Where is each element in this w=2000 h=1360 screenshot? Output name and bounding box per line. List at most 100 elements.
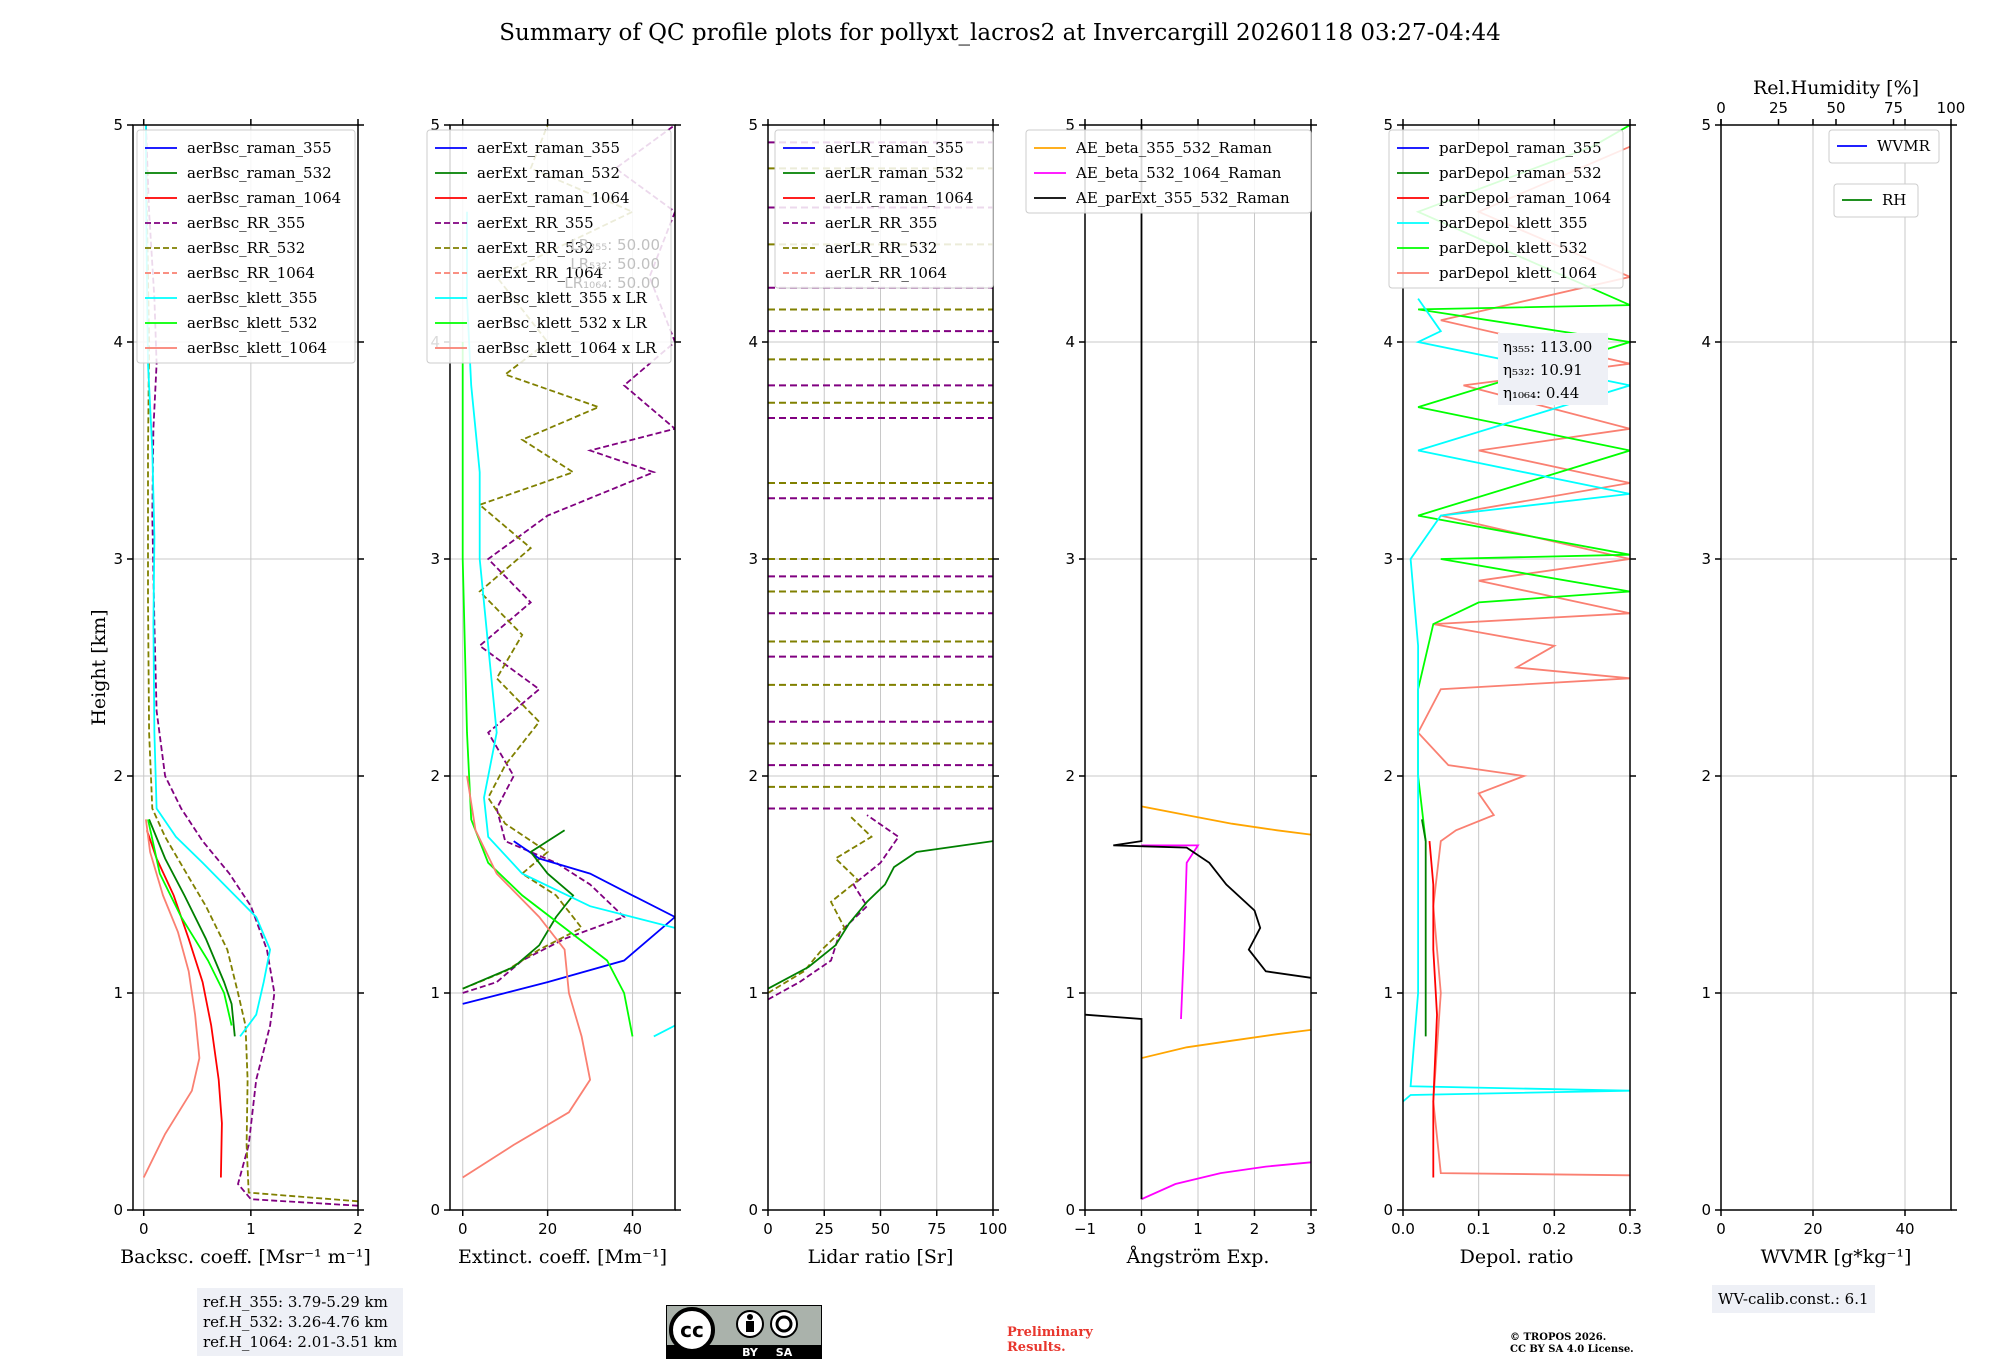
ref-height-532: ref.H_532: 3.26-4.76 km bbox=[203, 1313, 388, 1331]
x-axis-label: Lidar ratio [Sr] bbox=[808, 1246, 954, 1268]
x-tick-label: 2 bbox=[353, 1220, 363, 1238]
legend-label: aerExt_RR_1064 bbox=[477, 264, 603, 282]
y-tick-label: 5 bbox=[1701, 116, 1711, 134]
cc-by-sa-logo: cc BY SA bbox=[666, 1305, 822, 1359]
y-tick-label: 5 bbox=[748, 116, 758, 134]
legend-label: aerLR_RR_1064 bbox=[825, 264, 947, 282]
legend-angstrom: AE_beta_355_532_Raman AE_beta_532_1064_Ra… bbox=[1025, 129, 1312, 214]
ref-height-1064: ref.H_1064: 2.01-3.51 km bbox=[203, 1333, 398, 1351]
ref-height-355: ref.H_355: 3.79-5.29 km bbox=[203, 1293, 388, 1311]
x-tick-label: 0.0 bbox=[1391, 1220, 1415, 1238]
copyright-line-1: © TROPOS 2026. bbox=[1510, 1332, 1607, 1343]
copyright-note: © TROPOS 2026. CC BY SA 4.0 License. bbox=[1510, 1332, 1634, 1356]
y-tick-label: 3 bbox=[430, 550, 440, 568]
y-tick-label: 3 bbox=[1701, 550, 1711, 568]
legend-box bbox=[1388, 129, 1624, 289]
legend-label: parDepol_raman_532 bbox=[1439, 164, 1602, 182]
legend-label: WVMR bbox=[1877, 137, 1931, 155]
eta-value: η₅₃₂: 10.91 bbox=[1503, 361, 1583, 379]
x-tick-label: 0 bbox=[1137, 1220, 1147, 1238]
legend-label: aerExt_raman_532 bbox=[477, 164, 620, 182]
eta-background bbox=[1498, 333, 1608, 405]
legend-label: aerBsc_klett_1064 x LR bbox=[477, 339, 657, 357]
series-aerLR_RR_532 bbox=[768, 814, 873, 994]
x-tick-label: 3 bbox=[1306, 1220, 1316, 1238]
legend-label: parDepol_klett_355 bbox=[1439, 214, 1588, 232]
legend-box bbox=[1828, 129, 1940, 164]
legend-label: aerBsc_klett_532 bbox=[187, 314, 318, 332]
preliminary-note: Preliminary Results. bbox=[1007, 1325, 1093, 1355]
y-tick-label: 1 bbox=[1065, 984, 1075, 1002]
legend-label: aerBsc_RR_355 bbox=[187, 214, 305, 232]
eta-value: η₃₅₅: 113.00 bbox=[1503, 338, 1592, 356]
y-tick-label: 0 bbox=[748, 1201, 758, 1219]
legend-box bbox=[136, 129, 356, 364]
legend-label: aerBsc_klett_1064 bbox=[187, 339, 327, 357]
y-tick-label: 4 bbox=[113, 333, 123, 351]
y-tick-label: 5 bbox=[430, 116, 440, 134]
wv-calib-box: WV-calib.const.: 6.1 bbox=[1712, 1285, 1875, 1313]
y-tick-label: 4 bbox=[1065, 333, 1075, 351]
panel-depol: 0.0 0.1 0.2 0.3 0 1 2 3 4 5 Depol. ratio parDepol_r… bbox=[1383, 116, 1641, 1268]
panel-backscatter: 0 1 2 0 1 2 3 4 5 Backsc. coeff. [Msr⁻¹ m⁻¹] Heigh… bbox=[88, 116, 371, 1268]
legend-label: parDepol_klett_532 bbox=[1439, 239, 1588, 257]
x-tick-label: 0.3 bbox=[1618, 1220, 1642, 1238]
series-AE_beta_532_1064_Raman bbox=[1141, 1161, 1311, 1201]
series-aerBsc_klett_355 x LR bbox=[466, 211, 675, 929]
y-tick-label: 0 bbox=[430, 1201, 440, 1219]
y-tick-label: 2 bbox=[1065, 767, 1075, 785]
x-tick-label: 0 bbox=[139, 1220, 149, 1238]
y-tick-label: 5 bbox=[1383, 116, 1393, 134]
series-AE_parExt_355_532_Raman bbox=[1085, 1013, 1143, 1200]
y-tick-label: 3 bbox=[748, 550, 758, 568]
y-tick-label: 0 bbox=[1701, 1201, 1711, 1219]
series-parDepol_klett_1064 bbox=[1417, 145, 1630, 1177]
legend-extinction: aerExt_raman_355 aerExt_raman_532 aerExt_r… bbox=[426, 129, 672, 364]
legend-box bbox=[774, 129, 994, 289]
series-aerBsc_klett_355 x LR bbox=[653, 1024, 675, 1038]
x-tick-label: 0 bbox=[1716, 1220, 1726, 1238]
legend-box bbox=[1025, 129, 1312, 214]
axes-frame bbox=[132, 124, 359, 1211]
series-aerBsc_klett_532 bbox=[147, 819, 233, 1026]
y-tick-label: 0 bbox=[1065, 1201, 1075, 1219]
series-parDepol_raman_1064 bbox=[1428, 841, 1438, 1178]
y-tick-label: 5 bbox=[1065, 116, 1075, 134]
legend-label: aerBsc_klett_355 bbox=[187, 289, 318, 307]
x-tick-label: 75 bbox=[927, 1220, 946, 1238]
legend-label: parDepol_raman_355 bbox=[1439, 139, 1602, 157]
legend-depol: parDepol_raman_355 parDepol_raman_532 parD… bbox=[1388, 129, 1624, 289]
top-x-axis-label: Rel.Humidity [%] bbox=[1753, 77, 1919, 99]
preliminary-line-1: Preliminary bbox=[1007, 1325, 1093, 1340]
x-tick-label: 0 bbox=[763, 1220, 773, 1238]
y-tick-label: 1 bbox=[1383, 984, 1393, 1002]
series-AE_parExt_355_532_Raman bbox=[1113, 125, 1311, 979]
series-aerBsc_raman_1064 bbox=[146, 830, 223, 1178]
y-tick-label: 5 bbox=[113, 116, 123, 134]
series-aerBsc_RR_532 bbox=[145, 125, 358, 1203]
legend-label: parDepol_raman_1064 bbox=[1439, 189, 1611, 207]
y-axis-label: Height [km] bbox=[88, 609, 110, 725]
panel-lidar-ratio: 0 25 50 75 100 0 1 2 3 4 5 Lidar ratio [Sr] aerLR_ra… bbox=[748, 116, 1007, 1268]
y-tick-label: 4 bbox=[1701, 333, 1711, 351]
x-tick-label: 0.1 bbox=[1467, 1220, 1491, 1238]
legend-box bbox=[1833, 183, 1919, 218]
top-x-tick-label: 75 bbox=[1884, 99, 1903, 117]
lr-note: LR₃₅₅: 50.00 bbox=[570, 236, 660, 254]
copyright-line-2: CC BY SA 4.0 License. bbox=[1510, 1344, 1634, 1355]
preliminary-line-2: Results. bbox=[1007, 1340, 1066, 1355]
series-aerBsc_klett_1064 x LR bbox=[462, 775, 592, 1179]
y-tick-label: 3 bbox=[1065, 550, 1075, 568]
cc-by-label: BY bbox=[742, 1346, 759, 1359]
x-tick-label: 40 bbox=[1895, 1220, 1914, 1238]
x-tick-label: −1 bbox=[1074, 1220, 1096, 1238]
legend-label: aerExt_raman_355 bbox=[477, 139, 620, 157]
x-tick-label: 0.2 bbox=[1542, 1220, 1566, 1238]
cc-sa-label: SA bbox=[776, 1346, 793, 1359]
legend-label: parDepol_klett_1064 bbox=[1439, 264, 1597, 282]
series-aerExt_RR_355 bbox=[462, 125, 675, 994]
y-tick-label: 1 bbox=[1701, 984, 1711, 1002]
x-tick-label: 40 bbox=[623, 1220, 642, 1238]
series-parDepol_raman_532 bbox=[1421, 819, 1427, 1037]
